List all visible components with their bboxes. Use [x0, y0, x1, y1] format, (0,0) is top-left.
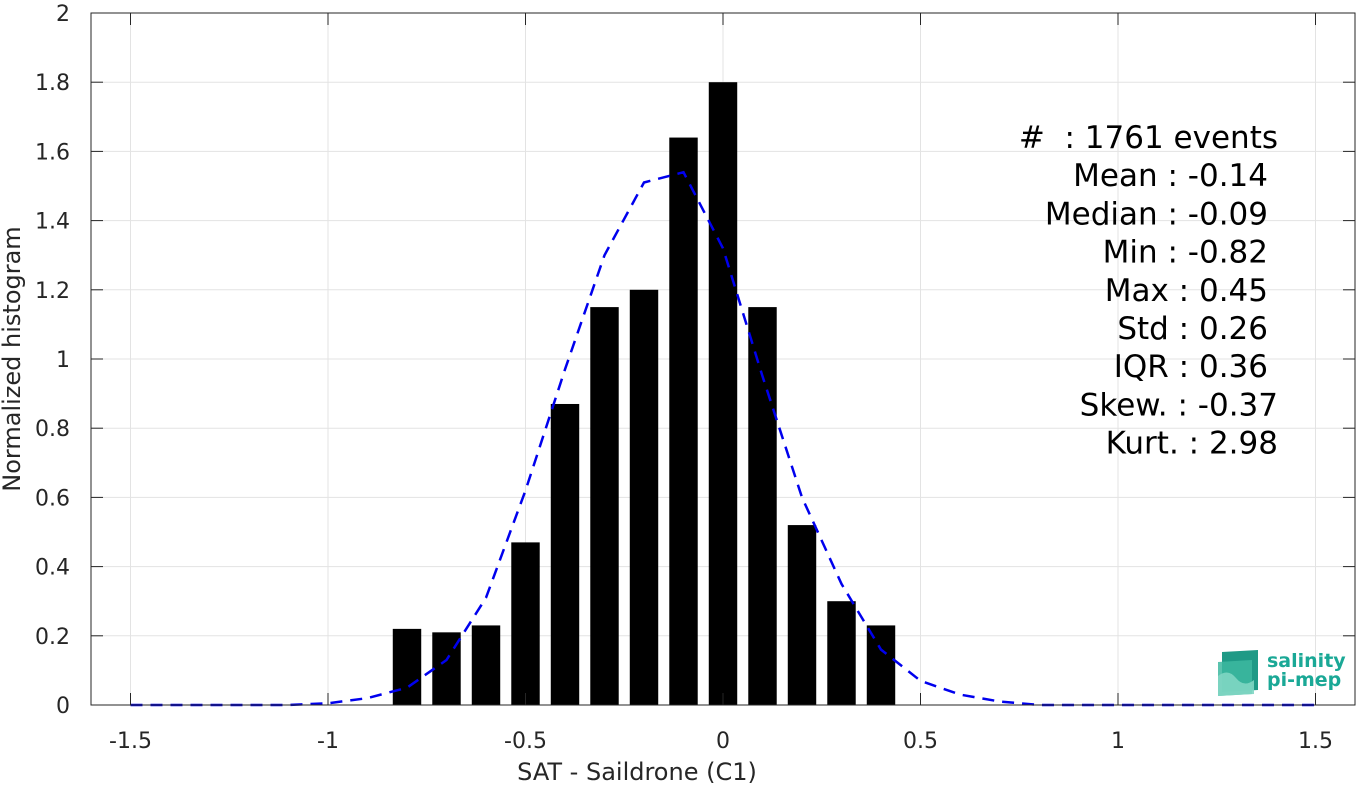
histogram-bar [629, 289, 659, 705]
logo-text-salinity: salinity [1267, 650, 1346, 672]
x-tick-labels: -1.5 -1 -0.5 0 0.5 1 1.5 [109, 729, 1333, 754]
x-tick-label: 1.5 [1298, 729, 1333, 754]
stat-line: Mean : -0.14 [1073, 158, 1268, 194]
histogram-bar [550, 403, 580, 705]
stat-line: Min : -0.82 [1103, 235, 1268, 271]
y-tick-label: 1.8 [35, 71, 70, 96]
y-tick-label: 2 [56, 2, 70, 27]
histogram-bar [392, 628, 422, 705]
logo-text-pi-mep: pi-mep [1267, 669, 1341, 691]
histogram-bar [827, 601, 856, 705]
salinity-pi-mep-logo: salinity pi-mep [1218, 650, 1346, 696]
histogram-bar [708, 82, 738, 705]
y-tick-label: 0.8 [35, 417, 70, 442]
bar-series [392, 82, 896, 705]
axis-ticks [91, 12, 1355, 706]
stat-line: Max : 0.45 [1105, 273, 1268, 309]
x-tick-label: -1.5 [109, 729, 152, 754]
stat-line: Std : 0.26 [1117, 311, 1268, 347]
y-tick-label: 0.2 [35, 625, 70, 650]
y-tick-label: 0.4 [35, 556, 70, 581]
y-axis-title: Normalized histogram [0, 226, 26, 491]
x-axis-title: SAT - Saildrone (C1) [517, 758, 757, 785]
y-tick-label: 1.6 [35, 140, 70, 165]
histogram-bar [590, 307, 619, 705]
histogram-bar [511, 542, 540, 705]
x-tick-label: -1 [317, 729, 339, 754]
histogram-bar [866, 625, 896, 705]
y-tick-label: 1 [56, 348, 70, 373]
y-tick-label: 1.2 [35, 279, 70, 304]
y-tick-labels: 0 0.2 0.4 0.6 0.8 1 1.2 1.4 1.6 1.8 2 [35, 2, 70, 719]
x-tick-label: 0.5 [903, 729, 938, 754]
stat-line: # : 1761 events [1019, 120, 1278, 156]
y-tick-label: 0.6 [35, 486, 70, 511]
histogram-bar [471, 625, 501, 705]
x-tick-label: 0 [716, 729, 730, 754]
histogram-bar [669, 137, 698, 705]
stat-line: Kurt. : 2.98 [1106, 426, 1278, 462]
stat-line: Skew. : -0.37 [1080, 387, 1278, 423]
x-tick-label: 1 [1111, 729, 1125, 754]
histogram-bar [787, 525, 817, 705]
logo-icon [1218, 650, 1258, 696]
fit-curve-line [130, 170, 1316, 707]
histogram-bar [748, 307, 777, 705]
y-tick-label: 0 [56, 694, 70, 719]
stat-line: IQR : 0.36 [1114, 349, 1268, 385]
x-tick-label: -0.5 [504, 729, 547, 754]
y-tick-label: 1.4 [35, 210, 70, 235]
stat-line: Median : -0.09 [1045, 196, 1268, 232]
fit-curve [130, 170, 1316, 707]
